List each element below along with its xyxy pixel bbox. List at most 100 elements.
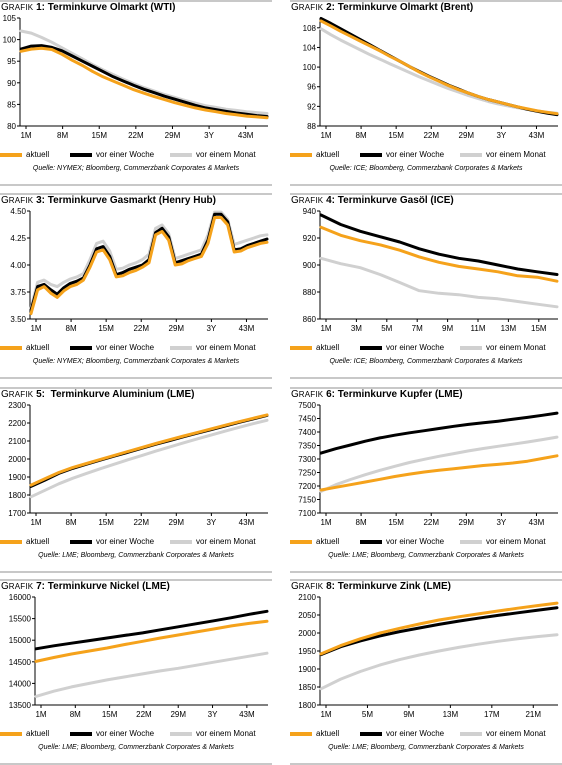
x-tick-label: 3Y [206,518,216,527]
legend-label: aktuell [316,537,340,546]
x-tick-label: 22M [133,324,149,333]
chart-panel-2: GRAFIK 2: Terminkurve Olmarkt (Brent) 88… [290,0,562,186]
panel-bottom-rule [290,184,562,186]
legend-swatch [460,153,482,157]
x-tick-label: 29M [459,131,475,140]
y-tick-label: 105 [3,14,17,23]
legend-swatch [70,540,92,544]
x-tick-label: 3M [351,324,362,333]
chart-source: Quelle: LME; Bloomberg, Commerzbank Corp… [328,744,524,751]
legend-swatch [70,732,92,736]
y-tick-label: 1800 [8,491,26,500]
chart-title: GRAFIK 8: Terminkurve Zink (LME) [291,581,451,592]
legend-label: vor einer Woche [386,729,445,738]
legend-swatch [290,732,312,736]
y-tick-label: 7100 [298,509,316,518]
y-tick-label: 920 [303,234,317,243]
panel-bottom-rule [0,377,272,379]
chart-source: Quelle: LME; Bloomberg, Commerzbank Corp… [38,552,234,559]
x-tick-label: 15M [98,518,114,527]
legend-swatch [360,153,382,157]
series-line-aktuell [319,225,559,283]
chart-panel-5: GRAFIK 5: Terminkurve Aluminium (LME) 17… [0,387,272,573]
x-tick-label: 5M [362,710,373,719]
y-tick-label: 100 [3,36,17,45]
y-tick-label: 4.50 [10,207,26,216]
series-line-vor-einer-woche [29,413,269,488]
legend-swatch [460,540,482,544]
x-tick-label: 29M [169,324,185,333]
legend-label: aktuell [316,343,340,352]
chart-title-text: Terminkurve Nickel (LME) [47,581,170,592]
x-tick-label: 1M [30,518,41,527]
y-tick-label: 16000 [9,593,32,602]
x-tick-label: 3Y [206,324,216,333]
x-tick-label: 22M [128,131,144,140]
y-tick-label: 900 [303,261,317,270]
panel-bottom-rule [290,377,562,379]
chart-title: GRAFIK 2: Terminkurve Olmarkt (Brent) [291,2,474,13]
chart-panel-8: GRAFIK 8: Terminkurve Zink (LME) 1800 185… [290,579,562,765]
chart-title: GRAFIK 5: Terminkurve Aluminium (LME) [1,389,195,400]
chart-title-text: Terminkurve Aluminium (LME) [50,389,195,400]
y-tick-label: 100 [303,63,317,72]
chart-3: 3.50 3.75 4.00 4.25 4.50 1M 8M 15M 22M 29M 3Y 43M [10,207,269,333]
series-line-vor-einem-monat [319,435,559,493]
x-tick-label: 1M [35,710,46,719]
y-tick-label: 2100 [298,593,316,602]
legend-swatch [170,732,192,736]
series-line-vor-einem-monat [34,651,269,698]
y-tick-label: 7300 [298,455,316,464]
y-tick-label: 3.50 [10,315,26,324]
panel-top-rule [0,193,272,195]
y-tick-label: 92 [307,102,316,111]
series-line-vor-einem-monat [319,633,559,691]
chart-title: GRAFIK 7: Terminkurve Nickel (LME) [1,581,170,592]
x-tick-label: 3Y [204,131,214,140]
chart-legend: aktuell vor einer Woche vor einem Monat [290,149,562,161]
legend-label: vor einer Woche [386,343,445,352]
y-tick-label: 880 [303,288,317,297]
y-tick-label: 1900 [8,473,26,482]
chart-legend: aktuell vor einer Woche vor einem Monat [290,536,562,548]
x-tick-label: 15M [388,518,404,527]
x-tick-label: 8M [70,710,81,719]
panel-top-rule [0,579,272,581]
x-tick-label: 1M [320,131,331,140]
chart-title: GRAFIK 1: Terminkurve Olmarkt (WTI) [1,2,176,13]
series-line-aktuell [29,413,269,487]
chart-panel-1: GRAFIK 1: Terminkurve Olmarkt (WTI) 80 85… [0,0,272,186]
legend-swatch [360,732,382,736]
panel-bottom-rule [0,571,272,573]
chart-title-text: Terminkurve Gasmarkt (Henry Hub) [47,195,216,206]
x-tick-label: 8M [66,324,77,333]
x-tick-label: 5M [381,324,392,333]
series-line-vor-einem-monat [319,256,559,309]
x-tick-label: 15M [388,131,404,140]
panel-top-rule [0,387,272,389]
legend-label: vor einer Woche [96,150,155,159]
chart-8: 1800 1850 1900 1950 2000 2050 2100 1M 5M 9M 13M 17M… [298,593,559,719]
x-tick-label: 15M [91,131,107,140]
panel-top-rule [290,387,562,389]
y-tick-label: 80 [7,122,16,131]
x-tick-label: 29M [165,131,181,140]
x-tick-label: 13M [443,710,459,719]
y-tick-label: 2200 [8,419,26,428]
legend-swatch [70,153,92,157]
y-tick-label: 108 [303,24,317,33]
legend-label: vor einem Monat [196,150,256,159]
legend-label: aktuell [316,150,340,159]
x-tick-label: 1M [320,710,331,719]
chart-title-text: Terminkurve Kupfer (LME) [337,389,463,400]
x-tick-label: 8M [57,131,68,140]
series-line-vor-einem-monat [19,29,269,115]
legend-label: vor einer Woche [386,537,445,546]
y-tick-label: 85 [7,100,16,109]
legend-label: vor einer Woche [386,150,445,159]
x-tick-label: 1M [320,518,331,527]
legend-swatch [0,153,22,157]
chart-title-text: Terminkurve Gasöl (ICE) [337,195,454,206]
y-tick-label: 7150 [298,496,316,505]
chart-legend: aktuell vor einer Woche vor einem Monat [0,149,272,161]
